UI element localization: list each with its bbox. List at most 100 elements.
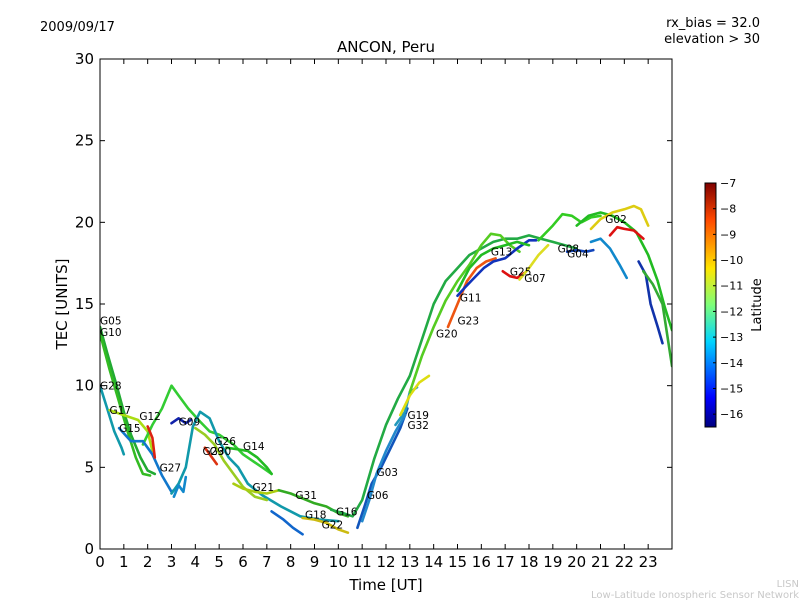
colorbar-label: Latitude [750, 278, 765, 332]
y-tick-label: 10 [75, 377, 94, 395]
series-line [637, 260, 664, 345]
x-tick-label: 22 [615, 553, 634, 571]
series-line-g05 [100, 325, 157, 476]
series-line-g14 [225, 446, 273, 476]
series-label-g13: G13 [491, 247, 513, 259]
y-tick-label: 15 [75, 295, 94, 313]
series-line-g09 [170, 417, 192, 425]
x-tick-label: 1 [119, 553, 129, 571]
y-tick-label: 20 [75, 213, 94, 231]
rx-bias-label: rx_bias = 32.0 [666, 16, 760, 31]
x-tick-label: 10 [329, 553, 348, 571]
x-tick-label: 9 [310, 553, 320, 571]
series-line-g30 [194, 426, 269, 502]
series-label-g28: G28 [100, 381, 122, 393]
series-label-g18: G18 [305, 510, 327, 522]
x-tick-label: 21 [591, 553, 610, 571]
series-label-g04: G04 [567, 248, 589, 260]
x-axis-ticks: 0 1 2 3 4 5 6 7 8 9 10 11 12 13 14 15 16 17 18 19 20 21 22 23 [95, 59, 658, 571]
series-line-g28 [100, 384, 126, 456]
footer-lisn: LISN [777, 579, 799, 590]
x-tick-label: 14 [424, 553, 443, 571]
series-label-g10: G10 [100, 327, 122, 339]
series-label-g15: G15 [119, 423, 141, 435]
date-label: 2009/09/17 [40, 20, 115, 35]
y-tick-label: 5 [84, 458, 94, 476]
series-line [589, 237, 628, 280]
series-line-g10 [100, 332, 152, 477]
y-axis-label: TEC [UNITS] [53, 259, 71, 351]
colorbar-tick-label: −7 [720, 177, 736, 190]
x-tick-label: 20 [567, 553, 586, 571]
series-label-g25: G25 [510, 266, 532, 278]
series-label-g09: G09 [179, 417, 201, 429]
series-line-g22 [301, 516, 350, 534]
series-line-g19 [399, 374, 431, 417]
colorbar-tick-label: −12 [720, 305, 743, 318]
series-label-g23: G23 [458, 315, 480, 327]
series-line-g17 [108, 408, 154, 453]
series-line-g20 [408, 232, 521, 394]
x-tick-label: 3 [167, 553, 177, 571]
colorbar-tick-label: −14 [720, 357, 743, 370]
series-label-g16: G16 [336, 506, 358, 518]
x-tick-label: 19 [543, 553, 562, 571]
x-tick-label: 16 [472, 553, 491, 571]
series-label-g19: G19 [407, 410, 429, 422]
x-tick-label: 4 [191, 553, 201, 571]
series-label-g21: G21 [253, 482, 274, 494]
series-label-g08: G08 [558, 243, 580, 255]
series-line [642, 270, 672, 368]
x-tick-label: 13 [400, 553, 419, 571]
series-line [589, 204, 650, 231]
series-label-g12: G12 [139, 411, 161, 423]
x-tick-label: 0 [95, 553, 105, 571]
colorbar-tick-label: −9 [720, 228, 736, 241]
x-tick-label: 5 [214, 553, 224, 571]
x-tick-label: 15 [448, 553, 467, 571]
series-line-g21 [232, 482, 281, 495]
series-layer [100, 204, 672, 536]
x-tick-label: 23 [639, 553, 658, 571]
series-line-g26 [170, 410, 340, 523]
series-line-g04 [565, 248, 595, 253]
series-line-g23 [446, 257, 497, 329]
series-label-g06: G06 [367, 490, 389, 502]
series-line-g03 [360, 413, 407, 523]
colorbar-tick-label: −10 [720, 254, 743, 267]
series-label-g03: G03 [376, 467, 398, 479]
colorbar-tick-label: −11 [720, 280, 743, 293]
series-label-g29: G29 [202, 446, 224, 458]
x-tick-label: 6 [238, 553, 248, 571]
y-tick-label: 0 [84, 540, 94, 558]
series-line-g02 [575, 211, 672, 332]
x-tick-label: 12 [376, 553, 395, 571]
series-line-g16 [329, 234, 578, 518]
series-line-g06 [356, 407, 409, 530]
x-tick-label: 8 [286, 553, 296, 571]
series-label-g22: G22 [322, 520, 344, 532]
y-tick-label: 30 [75, 50, 94, 68]
colorbar [704, 182, 717, 428]
series-line-g25 [501, 270, 526, 280]
x-tick-label: 11 [353, 553, 372, 571]
chart-title: ANCON, Peru [337, 38, 435, 56]
y-tick-label: 25 [75, 132, 94, 150]
x-tick-label: 17 [496, 553, 515, 571]
series-label-g07: G07 [524, 273, 546, 285]
y-axis-ticks: 0 5 10 15 20 25 30 [75, 50, 672, 558]
series-label-g17: G17 [110, 405, 131, 417]
colorbar-tick-label: −15 [720, 382, 743, 395]
footer-network: Low-Latitude Ionospheric Sensor Network [591, 590, 799, 600]
series-label-g32: G32 [407, 420, 429, 432]
x-tick-label: 18 [519, 553, 538, 571]
series-label-g27: G27 [160, 462, 182, 474]
x-tick-label: 7 [262, 553, 272, 571]
x-tick-label: 2 [143, 553, 153, 571]
series-label-g05: G05 [100, 315, 122, 327]
series-line-g13 [456, 240, 531, 293]
elevation-label: elevation > 30 [664, 32, 760, 47]
colorbar-ticks: −7 −8 −9 −10 −11 −12 −13 −14 −15 −16 [713, 177, 743, 421]
